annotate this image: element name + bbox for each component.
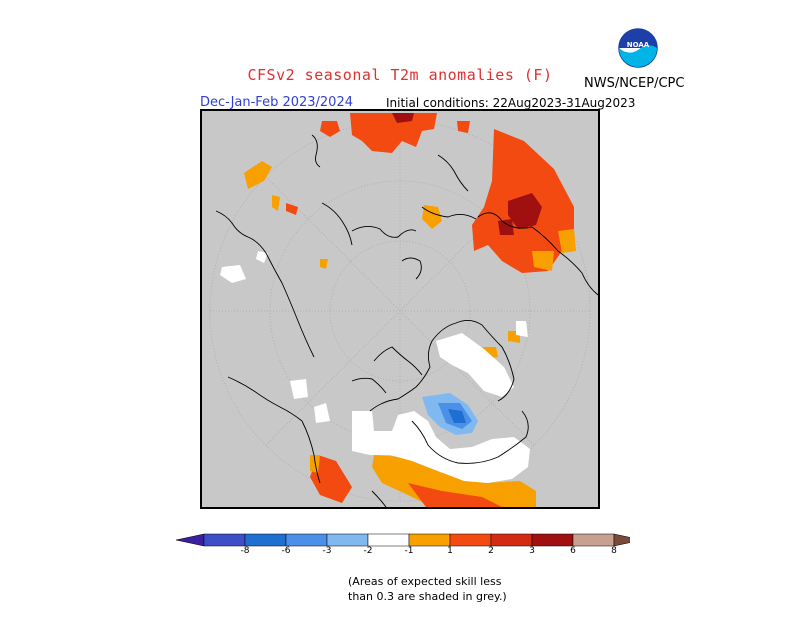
colorbar-segment (326, 533, 369, 547)
colorbar-tick-label: -2 (363, 546, 373, 556)
colorbar-segment (244, 533, 287, 547)
anomaly-warm-top (320, 113, 470, 153)
skill-note-line-2: than 0.3 are shaded in grey.) (348, 590, 507, 603)
anomaly-cool (422, 393, 478, 435)
neutral-areas (220, 251, 530, 483)
colorbar-segment (203, 533, 246, 547)
colorbar-tick-label: 6 (570, 546, 576, 556)
colorbar-segment (408, 533, 451, 547)
logo-text: NOAA (627, 41, 650, 49)
colorbar-segment (490, 533, 533, 547)
anomaly-warm-left (244, 161, 328, 269)
skill-note: (Areas of expected skill less than 0.3 a… (348, 574, 507, 604)
chart-title: CFSv2 seasonal T2m anomalies (F) (247, 66, 553, 84)
coastlines (215, 134, 598, 507)
polar-map (200, 109, 600, 509)
anomaly-warm-bottom (310, 331, 536, 507)
colorbar-tick-label: 1 (447, 546, 453, 556)
colorbar-tick-label: -6 (281, 546, 291, 556)
colorbar-segment (367, 533, 410, 547)
colorbar-segment (449, 533, 492, 547)
colorbar-tick-label: -8 (240, 546, 250, 556)
anomaly-warm-europe (422, 129, 576, 273)
colorbar-svg (175, 533, 643, 547)
colorbar-tick-label: -3 (322, 546, 332, 556)
colorbar-arrow-low (175, 533, 205, 547)
colorbar-tick-label: 8 (611, 546, 617, 556)
initial-conditions-label: Initial conditions: 22Aug2023-31Aug2023 (386, 96, 636, 110)
noaa-logo: NOAA (618, 28, 658, 72)
colorbar-segment (531, 533, 574, 547)
colorbar-tick-label: 3 (529, 546, 535, 556)
season-label: Dec-Jan-Feb 2023/2024 (200, 95, 353, 110)
colorbar-segment (285, 533, 328, 547)
colorbar-tick-label: -1 (404, 546, 414, 556)
map-canvas (209, 113, 598, 507)
colorbar-arrow-high (613, 533, 643, 547)
skill-note-line-1: (Areas of expected skill less (348, 575, 502, 588)
colorbar-tick-label: 2 (488, 546, 494, 556)
colorbar-segment (572, 533, 615, 547)
legend-colorbar (174, 532, 643, 552)
organization-label: NWS/NCEP/CPC (584, 76, 685, 91)
